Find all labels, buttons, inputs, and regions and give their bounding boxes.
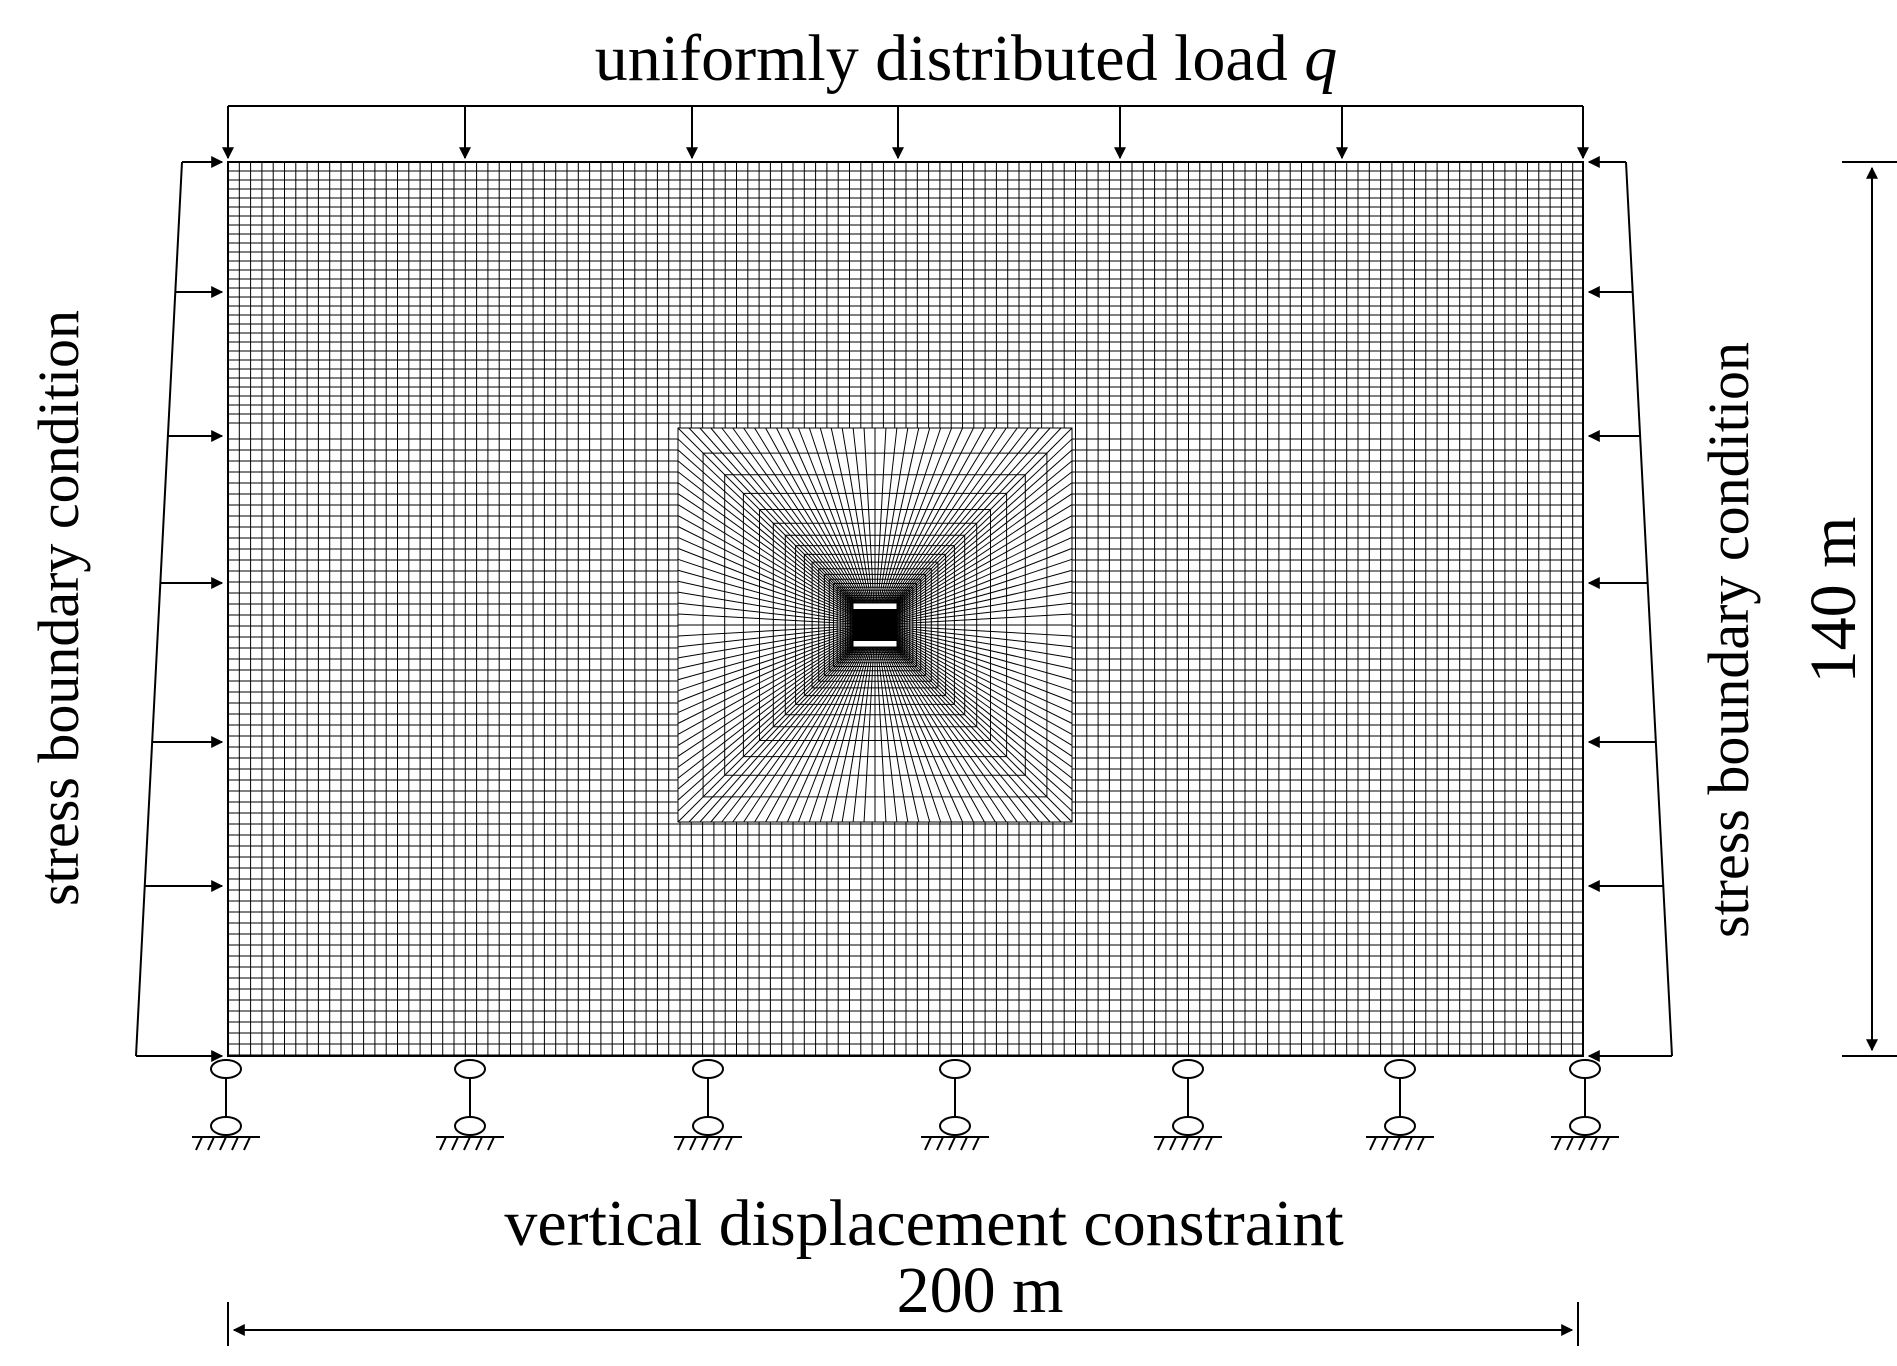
ground-hatch xyxy=(1602,1136,1610,1151)
roller-support xyxy=(921,1059,989,1151)
roller-bottom xyxy=(1384,1116,1416,1136)
ground-hatch xyxy=(195,1136,203,1151)
right-stress-profile xyxy=(1625,161,1673,1057)
width-dimension xyxy=(227,1302,1579,1346)
ground-hatch xyxy=(713,1136,721,1151)
roller-bottom xyxy=(692,1116,724,1136)
ground-hatch xyxy=(1205,1136,1213,1151)
top-load-arrows xyxy=(222,105,1589,160)
ground-hatch xyxy=(936,1136,944,1151)
left-stress-profile xyxy=(135,161,183,1057)
mesh-outline xyxy=(227,161,1584,1057)
ground-hatch xyxy=(207,1136,215,1151)
bottom-constraint-label: vertical displacement constraint xyxy=(504,1187,1343,1260)
roller-support xyxy=(436,1059,504,1151)
ground-hatch xyxy=(924,1136,932,1151)
ground-hatch xyxy=(948,1136,956,1151)
roller-top xyxy=(210,1059,242,1079)
roller-bottom xyxy=(454,1116,486,1136)
ground-hatch xyxy=(1417,1136,1425,1151)
ground-hatch xyxy=(439,1136,447,1151)
ground-hatch xyxy=(1566,1136,1574,1151)
ground-hatch xyxy=(451,1136,459,1151)
roller-bottom xyxy=(1569,1116,1601,1136)
ground-hatch xyxy=(701,1136,709,1151)
height-dimension-label: 140 m xyxy=(1797,517,1870,684)
ground-hatch xyxy=(231,1136,239,1151)
ground-hatch xyxy=(1181,1136,1189,1151)
ground-hatch xyxy=(972,1136,980,1151)
roller-top xyxy=(1172,1059,1204,1079)
top-load-text: uniformly distributed load xyxy=(595,22,1304,95)
load-symbol: q xyxy=(1304,22,1337,95)
roller-bottom xyxy=(1172,1116,1204,1136)
roller-top xyxy=(939,1059,971,1079)
ground-hatch xyxy=(689,1136,697,1151)
left-boundary-label: stress boundary condition xyxy=(26,310,91,906)
ground-hatch xyxy=(1193,1136,1201,1151)
ground-hatch xyxy=(1369,1136,1377,1151)
ground-hatch xyxy=(1405,1136,1413,1151)
ground-hatch xyxy=(487,1136,495,1151)
ground-hatch xyxy=(243,1136,251,1151)
roller-top xyxy=(1569,1059,1601,1079)
height-dimension xyxy=(1842,161,1897,1057)
ground-hatch xyxy=(475,1136,483,1151)
roller-support xyxy=(1154,1059,1222,1151)
roller-support xyxy=(1366,1059,1434,1151)
ground-hatch xyxy=(1393,1136,1401,1151)
left-stress-arrows xyxy=(135,156,224,1062)
roller-top xyxy=(454,1059,486,1079)
top-load-label: uniformly distributed load q xyxy=(595,22,1337,95)
ground-hatch xyxy=(1169,1136,1177,1151)
opening xyxy=(853,609,897,641)
roller-bottom xyxy=(939,1116,971,1136)
ground-hatch xyxy=(1590,1136,1598,1151)
refined-mesh-around-opening xyxy=(677,427,1073,823)
roller-top xyxy=(1384,1059,1416,1079)
roller-support xyxy=(192,1059,260,1151)
ground-hatch xyxy=(1157,1136,1165,1151)
right-stress-arrows xyxy=(1587,156,1673,1062)
mesh-grid xyxy=(227,161,1583,1056)
ground-hatch xyxy=(960,1136,968,1151)
ground-hatch xyxy=(1554,1136,1562,1151)
ground-hatch xyxy=(677,1136,685,1151)
ground-hatch xyxy=(463,1136,471,1151)
right-boundary-label: stress boundary condition xyxy=(1696,342,1761,938)
roller-support xyxy=(674,1059,742,1151)
roller-top xyxy=(692,1059,724,1079)
ground-hatch xyxy=(725,1136,733,1151)
ground-hatch xyxy=(219,1136,227,1151)
roller-support xyxy=(1551,1059,1619,1151)
width-dimension-label: 200 m xyxy=(897,1254,1064,1327)
ground-hatch xyxy=(1381,1136,1389,1151)
roller-supports xyxy=(192,1059,1619,1151)
roller-bottom xyxy=(210,1116,242,1136)
ground-hatch xyxy=(1578,1136,1586,1151)
